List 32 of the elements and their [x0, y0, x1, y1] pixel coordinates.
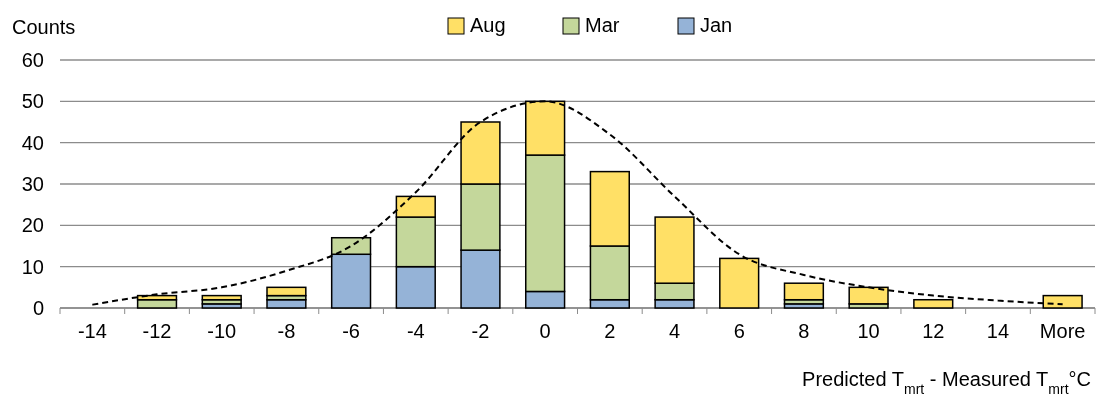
- bar: [783, 282, 825, 301]
- x-tick-label: -8: [277, 320, 296, 342]
- y-tick-label: 10: [21, 255, 44, 278]
- bar: [136, 298, 178, 309]
- bar: [266, 298, 307, 309]
- x-axis-title: Predicted T$_{mrt}$ - Measured T$_{mrt}$°C: [802, 368, 1091, 397]
- y-axis-title: Counts: [12, 16, 76, 38]
- y-tick-label: 60: [21, 49, 44, 71]
- x-tick-label: -2: [471, 320, 490, 342]
- y-tick-label: 50: [21, 90, 44, 113]
- x-tick-label: 8: [798, 320, 810, 342]
- x-tick-label: 2: [604, 320, 616, 342]
- x-tick-label: More: [1039, 320, 1086, 342]
- y-tick-label: 0: [32, 297, 44, 319]
- legend-label: Aug: [470, 14, 506, 36]
- x-tick-label: -10: [207, 320, 237, 342]
- x-tick-label: -12: [142, 320, 172, 342]
- y-tick-label: 30: [21, 173, 44, 195]
- x-tick-label: 6: [733, 320, 745, 342]
- x-tick-label: 0: [539, 320, 551, 342]
- y-tick-label: 20: [21, 214, 44, 237]
- x-tick-label: -4: [406, 320, 425, 342]
- x-tick-label: -14: [77, 320, 107, 342]
- y-tick-label: 40: [21, 131, 44, 154]
- legend-label: Mar: [585, 14, 620, 36]
- legend-label: Jan: [700, 14, 733, 36]
- x-tick-label: 10: [857, 320, 880, 342]
- x-tick-label: -6: [342, 320, 360, 342]
- x-tick-label: 12: [922, 320, 945, 342]
- x-tick-label: 14: [986, 320, 1010, 342]
- bar: [266, 286, 307, 297]
- x-tick-label: 4: [668, 320, 681, 342]
